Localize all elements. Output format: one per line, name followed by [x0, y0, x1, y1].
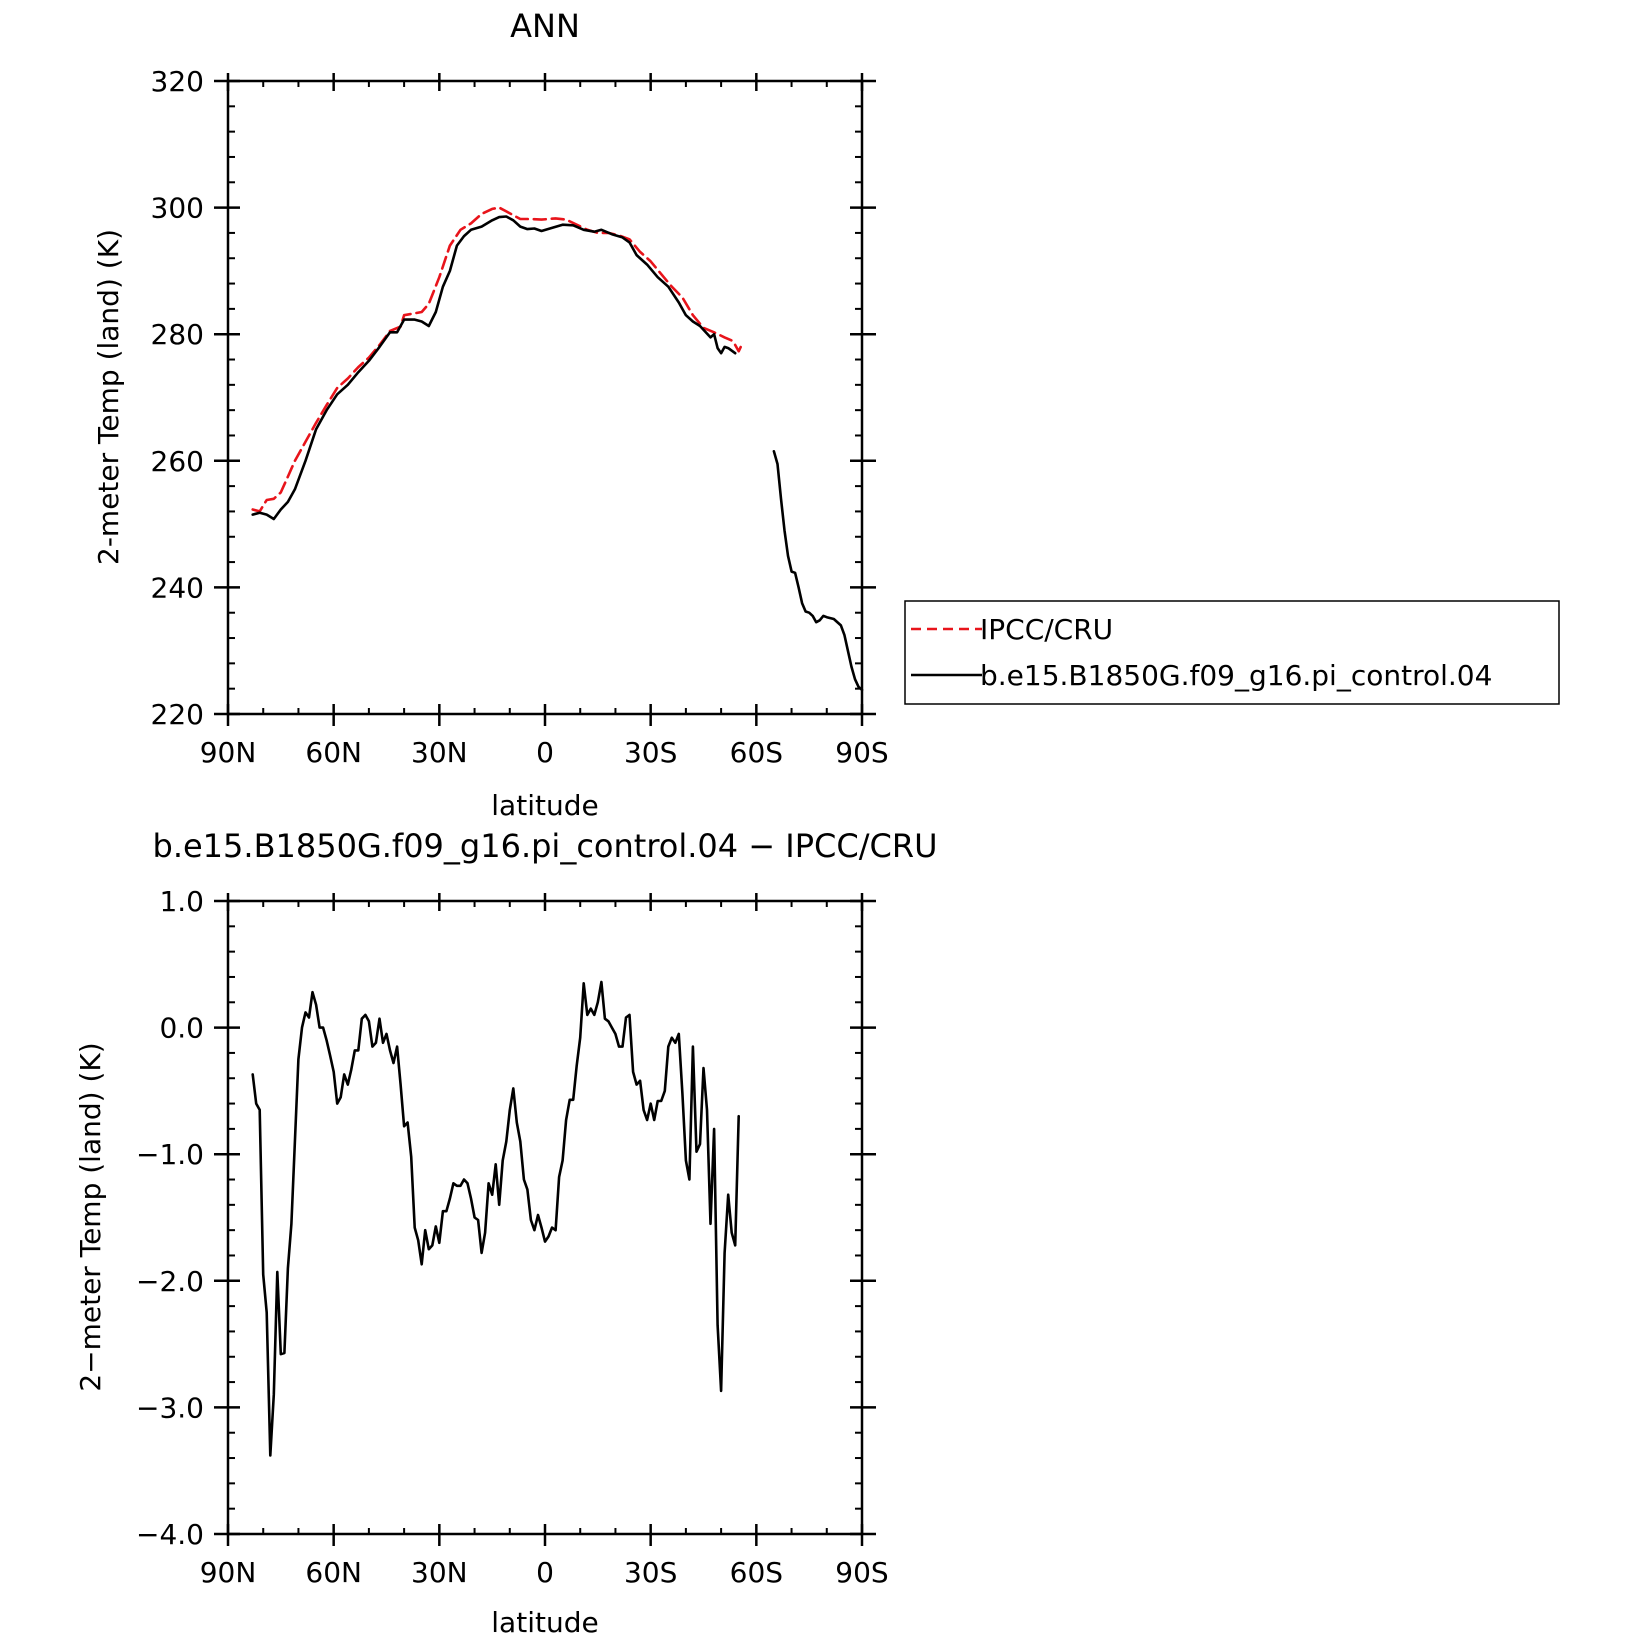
x-tick-label: 90N	[200, 1556, 257, 1589]
axes: 90N 60N 30N 0 30S 60S 90S −4.0 −3.0 −2.0 −1.0 0.0 1.…	[136, 885, 889, 1589]
x-tick-label: 90S	[835, 736, 888, 769]
series-layer	[251, 980, 740, 1457]
x-tick-label: 30S	[624, 736, 677, 769]
panel-title: ANN	[510, 7, 580, 45]
x-tick-label: 60S	[730, 736, 783, 769]
y-axis-label: 2−meter Temp (land) (K)	[74, 1042, 107, 1391]
y-tick-label: 0.0	[159, 1012, 204, 1045]
mean-temperature-panel: ANN 90N 60N 30N 0 30S 60S 90S 220 240 260 280 300 32…	[92, 7, 1560, 822]
legend: IPCC/CRU b.e15.B1850G.f09_g16.pi_control…	[904, 600, 1560, 705]
x-tick-label: 0	[536, 736, 554, 769]
plot-frame	[226, 899, 864, 1536]
x-tick-label: 0	[536, 1556, 554, 1589]
y-tick-label: −4.0	[136, 1518, 204, 1551]
panel-title: b.e15.B1850G.f09_g16.pi_control.04 − IPC…	[153, 827, 938, 865]
y-tick-label: 280	[151, 318, 204, 351]
y-tick-label: 220	[151, 698, 204, 731]
series-line-difference-0	[251, 980, 740, 1457]
x-tick-label: 60N	[305, 736, 362, 769]
legend-label-ipcc-cru: IPCC/CRU	[980, 613, 1113, 646]
x-tick-label: 30S	[624, 1556, 677, 1589]
y-tick-label: −2.0	[136, 1265, 204, 1298]
y-tick-label: −3.0	[136, 1391, 204, 1424]
series-layer	[251, 206, 864, 692]
y-tick-label: 320	[151, 65, 204, 98]
x-tick-label: 60N	[305, 1556, 362, 1589]
y-axis-label: 2-meter Temp (land) (K)	[92, 229, 125, 565]
x-axis-label: latitude	[491, 1606, 598, 1639]
legend-box	[904, 600, 1560, 705]
x-tick-label: 90N	[200, 736, 257, 769]
y-tick-label: 260	[151, 445, 204, 478]
series-line-b-e15-b1850g-f09-g16-pi-control-04-0	[251, 215, 737, 521]
x-axis-label: latitude	[491, 789, 598, 822]
plot-frame	[226, 79, 864, 716]
y-tick-label: −1.0	[136, 1138, 204, 1171]
series-line-ipcc-cru-0	[251, 206, 744, 513]
x-tick-label: 30N	[411, 1556, 468, 1589]
legend-label-model: b.e15.B1850G.f09_g16.pi_control.04	[980, 659, 1492, 692]
y-tick-label: 240	[151, 571, 204, 604]
x-tick-label: 90S	[835, 1556, 888, 1589]
y-tick-label: 300	[151, 192, 204, 225]
x-tick-label: 30N	[411, 736, 468, 769]
x-tick-label: 60S	[730, 1556, 783, 1589]
y-tick-label: 1.0	[159, 885, 204, 918]
series-line-b-e15-b1850g-f09-g16-pi-control-04-1	[772, 450, 864, 692]
axes: 90N 60N 30N 0 30S 60S 90S 220 240 260 280 300 320	[151, 65, 889, 769]
difference-panel: b.e15.B1850G.f09_g16.pi_control.04 − IPC…	[74, 827, 937, 1639]
